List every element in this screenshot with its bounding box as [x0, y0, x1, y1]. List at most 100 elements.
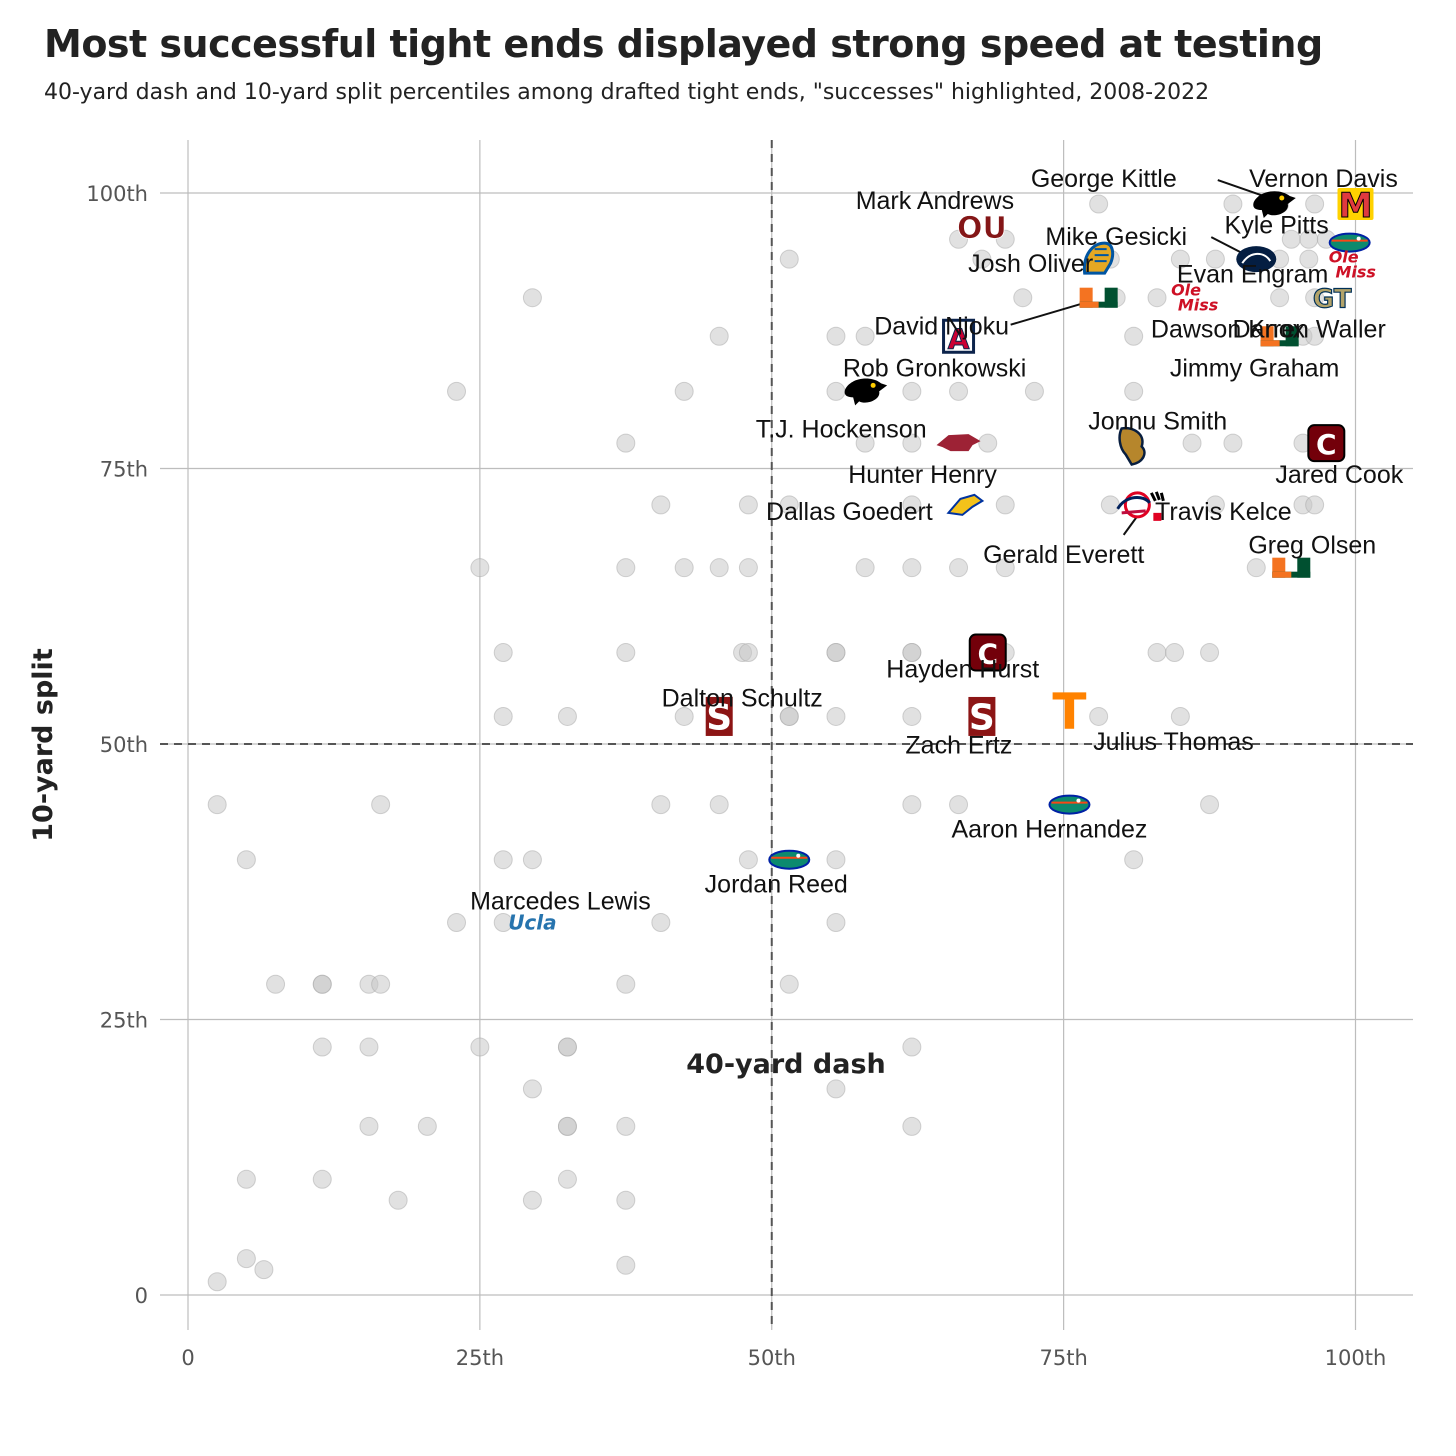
background-point-117 — [1170, 249, 1190, 269]
background-point-18 — [312, 1037, 332, 1057]
background-point-98 — [902, 381, 922, 401]
leader-line-4 — [1210, 236, 1245, 256]
background-point-118 — [1205, 249, 1225, 269]
background-point-20 — [470, 1037, 490, 1057]
player-label-5: Josh Oliver — [968, 250, 1093, 278]
svg-text:S: S — [969, 697, 995, 738]
player-label-6: Evan Engram — [1177, 261, 1328, 289]
y-tick-label-4: 100th — [86, 182, 148, 206]
background-point-38 — [738, 850, 758, 870]
background-point-88 — [616, 433, 636, 453]
background-point-89 — [855, 433, 875, 453]
x-tick-label-4: 100th — [1325, 1346, 1387, 1370]
background-point-114 — [779, 249, 799, 269]
background-point-127 — [1223, 194, 1243, 214]
background-point-29 — [616, 974, 636, 994]
background-point-85 — [1205, 495, 1225, 515]
penn-state-logo-4 — [1236, 246, 1277, 273]
background-point-82 — [902, 495, 922, 515]
background-point-80 — [738, 495, 758, 515]
background-point-108 — [522, 288, 542, 308]
fiu-panthers-logo-13 — [1118, 426, 1146, 466]
player-label-12: T.J. Hockenson — [756, 415, 927, 443]
svg-text:C: C — [1316, 428, 1337, 461]
background-point-105 — [1124, 326, 1144, 346]
background-point-103 — [826, 326, 846, 346]
background-point-26 — [312, 974, 332, 994]
background-point-83 — [995, 495, 1015, 515]
player-label-10: Rob Gronkowski — [843, 354, 1026, 382]
player-label-16: Travis Kelce — [1155, 498, 1292, 526]
background-point-70 — [616, 558, 636, 578]
y-axis-title: 10-yard split — [28, 648, 59, 842]
background-point-115 — [972, 249, 992, 269]
background-point-11 — [417, 1116, 437, 1136]
reference-lines — [160, 140, 1413, 1330]
background-point-100 — [1024, 381, 1044, 401]
background-point-33 — [651, 913, 671, 933]
background-point-126 — [1089, 194, 1109, 214]
background-point-7 — [616, 1190, 636, 1210]
background-point-90 — [902, 433, 922, 453]
miami-hurricanes-logo-11 — [1260, 326, 1299, 347]
svg-text:Miss: Miss — [1335, 263, 1375, 282]
svg-text:S: S — [706, 697, 732, 738]
background-point-101 — [1124, 381, 1144, 401]
svg-text:Ucla: Ucla — [508, 911, 556, 935]
background-point-76 — [949, 558, 969, 578]
background-point-120 — [1299, 249, 1319, 269]
oklahoma-sooners-logo-2: OU — [957, 211, 1008, 247]
background-point-112 — [1270, 288, 1290, 308]
background-point-97 — [826, 381, 846, 401]
player-label-17: Dallas Goedert — [766, 498, 933, 526]
background-point-10 — [359, 1116, 379, 1136]
svg-text:A: A — [948, 322, 970, 355]
player-label-22: Zach Ertz — [905, 731, 1012, 759]
background-point-43 — [651, 795, 671, 815]
x-tick-label-2: 50th — [748, 1346, 796, 1370]
background-point-3 — [236, 1169, 256, 1189]
miami-hurricanes-logo-7 — [1079, 287, 1118, 308]
south-dakota-state-logo-17 — [946, 493, 985, 516]
background-point-91 — [978, 433, 998, 453]
background-point-23 — [902, 1037, 922, 1057]
florida-gators-logo-25 — [768, 849, 811, 870]
background-point-30 — [779, 974, 799, 994]
background-point-60 — [738, 643, 758, 663]
player-label-23: Julius Thomas — [1093, 728, 1254, 756]
svg-text:T: T — [1052, 683, 1086, 741]
background-point-31 — [447, 913, 467, 933]
background-point-47 — [1200, 795, 1220, 815]
y-tick-label-2: 50th — [100, 733, 148, 757]
portland-state-logo-23: T — [1052, 683, 1086, 741]
background-point-35 — [236, 850, 256, 870]
arizona-wildcats-logo-10: A — [942, 318, 976, 356]
background-point-55 — [1089, 706, 1109, 726]
player-label-14: Hunter Henry — [848, 461, 997, 489]
background-point-58 — [616, 643, 636, 663]
background-point-9 — [312, 1169, 332, 1189]
svg-text:Ole: Ole — [1329, 248, 1359, 267]
player-label-13: Jonnu Smith — [1088, 407, 1227, 435]
background-point-45 — [902, 795, 922, 815]
background-point-102 — [709, 326, 729, 346]
background-point-92 — [1182, 433, 1202, 453]
player-label-25: Jordan Reed — [705, 871, 848, 899]
background-point-79 — [651, 495, 671, 515]
background-point-41 — [207, 795, 227, 815]
player-label-1: George Kittle — [1031, 165, 1177, 193]
background-point-49 — [557, 706, 577, 726]
leader-line-7 — [1010, 300, 1089, 326]
florida-gators-logo-24 — [1048, 794, 1091, 815]
background-point-54 — [902, 706, 922, 726]
background-point-78 — [1246, 558, 1266, 578]
background-point-2 — [254, 1260, 274, 1280]
player-label-3: Kyle Pitts — [1225, 212, 1329, 240]
background-point-68 — [1200, 643, 1220, 663]
background-point-36 — [493, 850, 513, 870]
leader-line-1 — [1217, 179, 1265, 197]
background-point-40 — [1124, 850, 1144, 870]
san-jose-state-logo-5 — [1082, 241, 1115, 275]
y-tick-label-3: 75th — [100, 458, 148, 482]
